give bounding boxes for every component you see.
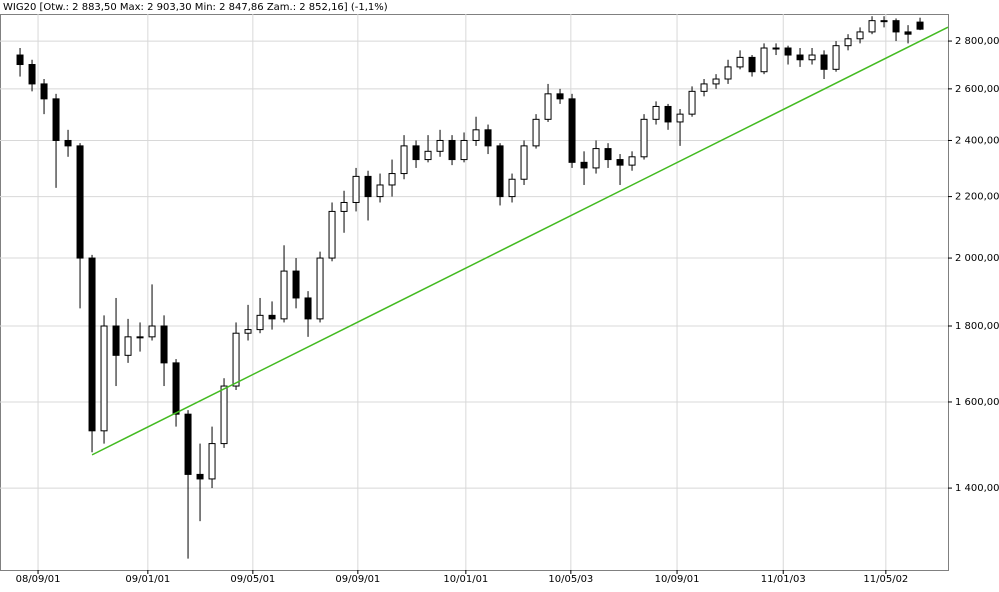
- y-tick-label: 1 800,00: [955, 321, 999, 332]
- chart-title: WIG20 [Otw.: 2 883,50 Max: 2 903,30 Min:…: [3, 2, 388, 13]
- x-tick-label: 09/01/01: [125, 574, 170, 585]
- candle-body: [292, 270, 300, 299]
- candle-body: [280, 270, 288, 320]
- y-tick-label: 2 600,00: [955, 84, 999, 95]
- candle-body: [916, 21, 924, 30]
- candle-body: [16, 54, 24, 66]
- candle-body: [616, 159, 624, 166]
- candle-body: [784, 47, 792, 56]
- y-tick-label: 2 800,00: [955, 36, 999, 47]
- candle-body: [172, 362, 180, 415]
- candle-body: [256, 314, 264, 331]
- candle-body: [364, 175, 372, 198]
- candle-body: [388, 173, 396, 186]
- candle-body: [664, 105, 672, 123]
- x-tick-label: 10/01/01: [443, 574, 488, 585]
- candle-body: [868, 20, 876, 33]
- y-tick-label: 2 400,00: [955, 135, 999, 146]
- candle-body: [676, 113, 684, 123]
- candle-body: [400, 145, 408, 175]
- candle-body: [700, 83, 708, 92]
- candle-body: [148, 325, 156, 338]
- candle-body: [556, 93, 564, 100]
- candle-body: [592, 148, 600, 169]
- y-tick-label: 2 000,00: [955, 253, 999, 264]
- candle-body: [604, 148, 612, 161]
- candle-body: [316, 257, 324, 320]
- candle-body: [508, 178, 516, 198]
- candle-body: [856, 31, 864, 40]
- candle-body: [64, 139, 72, 147]
- candle-body: [88, 257, 96, 432]
- candle-body: [340, 201, 348, 212]
- candle-body: [760, 47, 768, 73]
- candle-body: [544, 93, 552, 120]
- candle-body: [844, 38, 852, 47]
- x-tick-label: 10/09/01: [655, 574, 700, 585]
- candle-body: [580, 161, 588, 169]
- x-tick-label: 11/01/03: [761, 574, 806, 585]
- candle-body: [796, 54, 804, 61]
- candle-body: [904, 31, 912, 35]
- candle-body: [652, 105, 660, 120]
- candle-body: [820, 54, 828, 70]
- candle-body: [772, 47, 780, 50]
- candle-body: [28, 64, 36, 85]
- candle-body: [496, 145, 504, 198]
- candle-body: [220, 385, 228, 445]
- candle-body: [568, 98, 576, 163]
- x-tick-label: 11/05/02: [863, 574, 908, 585]
- candle-body: [472, 129, 480, 141]
- candle-body: [112, 325, 120, 356]
- candle-body: [160, 325, 168, 364]
- candle-body: [808, 54, 816, 61]
- candle-body: [124, 336, 132, 356]
- y-tick-label: 1 600,00: [955, 397, 999, 408]
- y-tick-label: 1 400,00: [955, 483, 999, 494]
- candle-body: [232, 332, 240, 387]
- candle-body: [880, 20, 888, 23]
- candle-body: [196, 473, 204, 480]
- candle-body: [52, 98, 60, 141]
- candle-body: [76, 145, 84, 259]
- candle-body: [520, 145, 528, 180]
- candle-body: [724, 66, 732, 80]
- candle-body: [328, 210, 336, 259]
- candle-body: [208, 443, 216, 480]
- candle-body: [40, 83, 48, 100]
- candle-body: [100, 325, 108, 432]
- candle-body: [712, 78, 720, 85]
- candle-body: [484, 129, 492, 147]
- candle-body: [688, 90, 696, 115]
- candle-body: [136, 336, 144, 339]
- candle-body: [376, 184, 384, 198]
- candle-body: [184, 413, 192, 475]
- candle-body: [736, 56, 744, 68]
- plot-area: [0, 14, 949, 571]
- candle-body: [352, 175, 360, 203]
- x-tick-label: 09/05/01: [230, 574, 275, 585]
- candle-body: [304, 297, 312, 320]
- candle-body: [244, 329, 252, 334]
- candle-body: [436, 139, 444, 152]
- candle-body: [640, 118, 648, 158]
- candle-body: [412, 145, 420, 161]
- x-tick-label: 09/09/01: [335, 574, 380, 585]
- trend-line: [91, 26, 949, 456]
- x-tick-label: 10/05/03: [548, 574, 593, 585]
- candle-body: [532, 118, 540, 147]
- y-tick-label: 2 200,00: [955, 192, 999, 203]
- candle-body: [448, 139, 456, 161]
- candle-body: [748, 56, 756, 73]
- candle-body: [892, 20, 900, 33]
- candle-body: [424, 150, 432, 161]
- candle-body: [832, 45, 840, 70]
- x-tick-label: 08/09/01: [16, 574, 61, 585]
- candle-body: [268, 314, 276, 320]
- candle-body: [628, 156, 636, 166]
- candle-body: [460, 139, 468, 161]
